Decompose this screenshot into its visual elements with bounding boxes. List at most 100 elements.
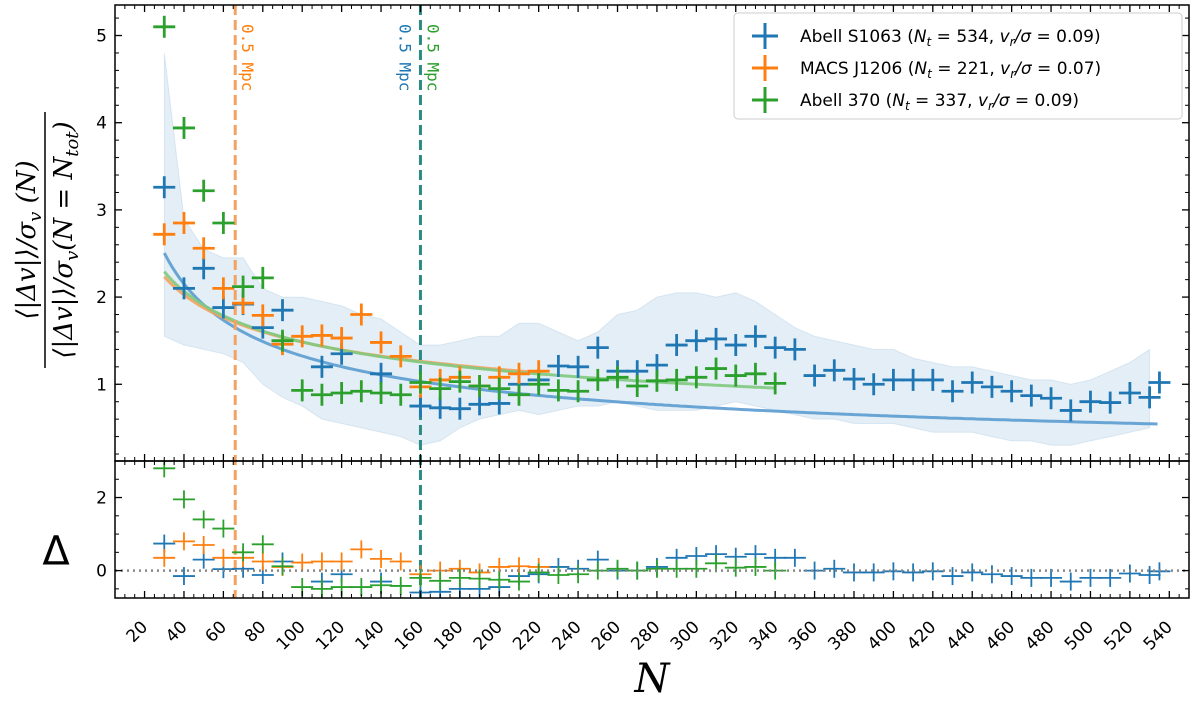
point-macs-j1206 <box>310 324 333 347</box>
point-abell-s1063 <box>764 336 787 359</box>
point-abell-370 <box>172 116 195 139</box>
point-abell-370 <box>251 266 274 289</box>
x-axis-label: N <box>634 656 672 702</box>
point-abell-370 <box>330 381 353 404</box>
delta-point-macs-j1206 <box>370 549 393 568</box>
point-abell-s1063 <box>547 354 570 377</box>
point-abell-s1063 <box>1040 387 1063 410</box>
y-axis-label-top: ⟨|Δv|⟩/σv (N)⟨|Δv|⟩/σv(N = Ntot) <box>12 112 83 368</box>
legend-entry: Abell S1063 (Nt = 534, vr/σ = 0.09) <box>800 27 1101 49</box>
x-tick-label: 200 <box>470 617 507 654</box>
x-tick-label: 540 <box>1140 617 1177 654</box>
point-macs-j1206 <box>172 211 195 234</box>
vline-label: 0.5 Mpc <box>423 24 442 91</box>
legend-entry: MACS J1206 (Nt = 221, vr/σ = 0.07) <box>800 59 1101 81</box>
delta-point-abell-370 <box>192 510 215 529</box>
delta-point-abell-370 <box>507 572 530 591</box>
delta-point-macs-j1206 <box>192 536 215 555</box>
point-abell-370 <box>291 379 314 402</box>
point-abell-s1063 <box>370 362 393 385</box>
x-tick-label: 60 <box>201 617 230 646</box>
point-abell-370 <box>665 368 688 391</box>
x-tick-label: 240 <box>549 617 586 654</box>
delta-point-abell-370 <box>232 543 255 562</box>
delta-points <box>153 461 1171 598</box>
x-tick-label: 100 <box>273 617 310 654</box>
delta-point-macs-j1206 <box>310 552 333 571</box>
point-abell-370 <box>468 375 491 398</box>
delta-point-abell-370 <box>350 578 373 597</box>
delta-point-abell-s1063 <box>172 567 195 586</box>
fit-curves <box>162 252 1158 426</box>
point-abell-s1063 <box>1138 386 1161 409</box>
delta-point-abell-370 <box>429 571 452 590</box>
legend-marker <box>752 55 778 81</box>
point-abell-370 <box>350 380 373 403</box>
delta-point-abell-370 <box>488 570 511 589</box>
point-abell-s1063 <box>586 336 609 359</box>
delta-point-abell-370 <box>271 557 294 576</box>
point-abell-s1063 <box>1079 390 1102 413</box>
y-axis-label-bottom: Δ <box>42 529 70 575</box>
delta-point-abell-s1063 <box>1079 568 1102 587</box>
delta-point-abell-s1063 <box>823 559 846 578</box>
point-abell-370 <box>606 366 629 389</box>
point-abell-s1063 <box>665 334 688 357</box>
delta-point-abell-370 <box>468 569 491 588</box>
point-abell-s1063 <box>1000 380 1023 403</box>
delta-point-abell-370 <box>251 535 274 554</box>
y-tick-label: 3 <box>96 201 107 221</box>
point-abell-s1063 <box>783 338 806 361</box>
x-tick-label: 320 <box>706 617 743 654</box>
x-tick-label: 220 <box>509 617 546 654</box>
point-abell-s1063 <box>271 299 294 322</box>
delta-point-abell-s1063 <box>1138 565 1161 584</box>
point-abell-370 <box>586 368 609 391</box>
legend-box <box>733 12 1183 120</box>
delta-point-abell-370 <box>705 554 728 573</box>
point-abell-s1063 <box>1118 381 1141 404</box>
point-abell-370 <box>271 329 294 352</box>
y-label-denominator: ⟨|Δv|⟩/σv(N = Ntot) <box>49 121 83 358</box>
delta-point-abell-s1063 <box>862 563 885 582</box>
point-abell-s1063 <box>409 395 432 418</box>
delta-point-macs-j1206 <box>507 557 530 576</box>
point-abell-370 <box>429 377 452 400</box>
y-tick-label: 4 <box>96 114 107 134</box>
x-tick-label: 420 <box>903 617 940 654</box>
x-tick-label: 300 <box>667 617 704 654</box>
point-abell-s1063 <box>842 368 865 391</box>
x-tick-label: 160 <box>391 617 428 654</box>
delta-point-abell-370 <box>685 559 708 578</box>
delta-point-abell-370 <box>448 568 471 587</box>
legend: Abell S1063 (Nt = 534, vr/σ = 0.09) MACS … <box>733 12 1183 120</box>
point-abell-s1063 <box>1059 399 1082 422</box>
point-abell-370 <box>705 357 728 380</box>
vline-label: 0.5 Mpc <box>395 24 414 91</box>
delta-point-macs-j1206 <box>350 540 373 559</box>
point-abell-s1063 <box>744 325 767 348</box>
x-tick-label: 20 <box>123 617 152 646</box>
x-tick-label: 280 <box>627 617 664 654</box>
delta-point-macs-j1206 <box>251 552 274 571</box>
legend-marker <box>752 87 778 113</box>
delta-point-abell-s1063 <box>1099 568 1122 587</box>
delta-point-abell-s1063 <box>1118 564 1141 583</box>
delta-point-abell-370 <box>606 559 629 578</box>
point-abell-s1063 <box>1020 384 1043 407</box>
legend-marker <box>752 23 778 49</box>
delta-point-abell-370 <box>409 568 432 587</box>
x-tick-label: 260 <box>588 617 625 654</box>
point-abell-s1063 <box>192 257 215 280</box>
delta-point-macs-j1206 <box>153 548 176 567</box>
x-tick-label: 120 <box>312 617 349 654</box>
point-abell-s1063 <box>961 371 984 394</box>
band-area <box>163 52 1151 446</box>
x-tick-label: 480 <box>1022 617 1059 654</box>
point-macs-j1206 <box>350 303 373 326</box>
delta-point-abell-s1063 <box>842 563 865 582</box>
point-abell-s1063 <box>153 176 176 199</box>
y-tick-label: 2 <box>96 288 107 308</box>
delta-point-abell-s1063 <box>1000 567 1023 586</box>
